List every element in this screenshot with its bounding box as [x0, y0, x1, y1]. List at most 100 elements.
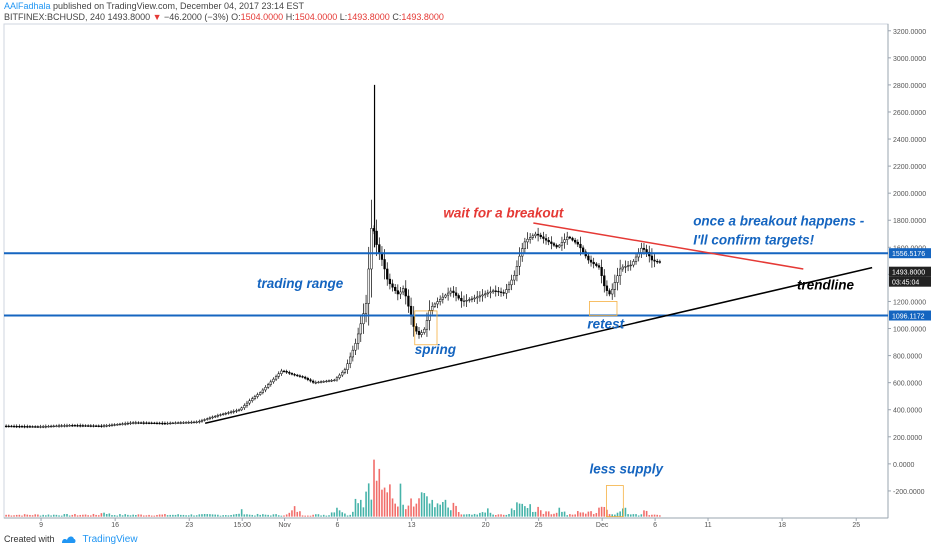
candle-body: [645, 249, 648, 253]
volume-bar: [217, 514, 219, 517]
candle-body: [4, 425, 8, 428]
y-tick-label: 1200.0000: [893, 299, 926, 306]
chart-annotation[interactable]: I'll confirm targets!: [693, 233, 814, 248]
candle-body: [153, 422, 156, 425]
y-tick-label: 2000.0000: [893, 191, 926, 198]
candle-body: [301, 376, 304, 378]
candle-body: [272, 378, 275, 383]
volume-bar: [553, 513, 555, 517]
volume-bar: [455, 505, 457, 517]
x-tick-label: 23: [185, 522, 193, 529]
volume-bar: [288, 512, 291, 517]
resistance-line[interactable]: [533, 222, 804, 270]
candle-body: [515, 266, 519, 276]
price-label-text: 03:45:04: [892, 280, 919, 287]
chart-annotation[interactable]: wait for a breakout: [443, 206, 564, 221]
volume-bar: [76, 515, 79, 517]
volume-bar: [198, 514, 201, 517]
volume-bar: [169, 514, 172, 517]
chart-annotation[interactable]: once a breakout happens -: [693, 214, 865, 229]
candle-body: [237, 409, 241, 411]
trendline[interactable]: [204, 266, 873, 424]
highlight-box[interactable]: [414, 310, 438, 346]
candle-body: [206, 418, 209, 420]
volume-bar: [227, 515, 230, 517]
candle-body: [362, 313, 365, 325]
price-label-tag: [889, 310, 931, 321]
volume-bar: [542, 513, 545, 517]
volume-bar: [140, 514, 142, 517]
candle-body: [36, 426, 40, 428]
x-tick-label: 25: [535, 522, 543, 529]
author-link[interactable]: AAlFadhala: [4, 1, 51, 11]
candle-body: [470, 298, 474, 300]
volume-bar: [307, 515, 309, 517]
highlight-box[interactable]: [605, 485, 624, 518]
x-tick-label: 15:00: [233, 522, 251, 529]
volume-bar: [471, 514, 473, 517]
volume-bar: [420, 492, 423, 517]
volume-bar: [431, 499, 434, 517]
volume-bar: [108, 513, 111, 517]
candle-body: [240, 407, 243, 411]
chart-header: AAlFadhala published on TradingView.com,…: [4, 1, 444, 23]
volume-bar: [616, 512, 619, 517]
price-change: −46.2000 (−3%): [164, 12, 229, 22]
volume-bar: [563, 511, 566, 517]
candle-body: [478, 295, 482, 298]
volume-bar: [344, 513, 346, 517]
candle-body: [94, 425, 98, 427]
candle-body: [208, 417, 212, 419]
candle-body: [126, 422, 130, 425]
chart-annotation[interactable]: spring: [415, 342, 457, 357]
volume-bar: [518, 503, 521, 517]
candle-body: [407, 295, 410, 307]
volume-bar: [487, 508, 489, 517]
candle-body: [378, 244, 381, 253]
volume-bar: [614, 514, 616, 517]
volume-bar: [534, 511, 537, 517]
candle-body: [650, 255, 654, 261]
header-line-1: AAlFadhala published on TradingView.com,…: [4, 1, 444, 12]
volume-bar: [113, 515, 116, 517]
chart-annotation[interactable]: less supply: [589, 461, 664, 476]
volume-bar: [84, 514, 87, 517]
tradingview-brand[interactable]: TradingView: [82, 533, 138, 545]
header-line-2: BITFINEX:BCHUSD, 240 1493.8000 ▼ −46.200…: [4, 12, 444, 23]
volume-bar: [460, 514, 463, 517]
y-tick-label: 400.0000: [893, 408, 922, 415]
volume-bar: [314, 514, 317, 517]
candle-body: [163, 422, 167, 425]
volume-bar: [338, 510, 341, 517]
volume-bar: [206, 514, 209, 517]
volume-bar: [224, 515, 227, 517]
candle-body: [341, 372, 344, 376]
candle-body: [261, 389, 264, 393]
chart-annotation[interactable]: trendline: [797, 277, 854, 292]
candle-body: [216, 415, 220, 417]
candle-body: [10, 425, 13, 428]
volume-bar: [267, 514, 269, 517]
candle-body: [259, 392, 262, 395]
highlight-box[interactable]: [589, 301, 618, 317]
candle-body: [579, 243, 582, 249]
chart-annotation[interactable]: retest: [587, 317, 624, 332]
candle-body: [507, 284, 511, 290]
candle-body: [539, 234, 542, 238]
chart-annotation[interactable]: trading range: [257, 276, 344, 291]
volume-bar: [15, 514, 18, 517]
volume-bar: [280, 515, 283, 517]
volume-bar: [566, 515, 569, 517]
volume-bar: [373, 459, 375, 517]
y-tick-label: 1800.0000: [893, 218, 926, 225]
candle-body: [605, 285, 609, 291]
volume-bar: [90, 515, 92, 517]
volume-bar: [603, 506, 606, 517]
volume-bar: [23, 514, 26, 517]
candle-body: [102, 425, 106, 427]
candle-body: [251, 398, 254, 401]
volume-bar: [47, 514, 50, 517]
volume-bar: [142, 515, 145, 517]
volume-bar: [476, 514, 479, 517]
